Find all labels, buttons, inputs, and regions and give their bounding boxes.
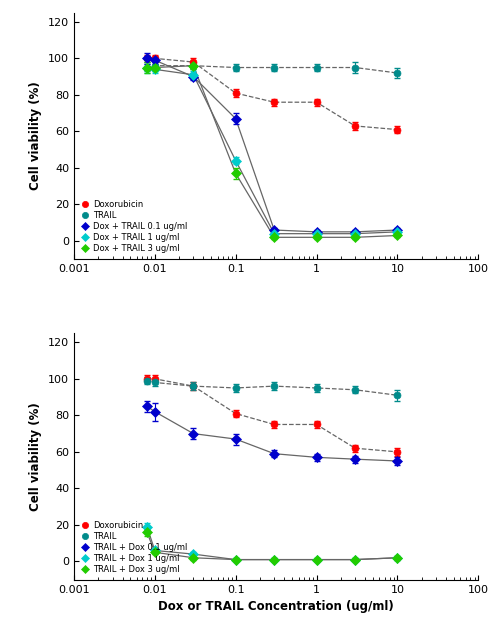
TRAIL: [144, 377, 150, 385]
TRAIL + Dox 0.1 ug/ml: [394, 457, 400, 465]
Dox + TRAIL 0.1 ug/ml: [352, 228, 358, 236]
TRAIL + Dox 0.1 ug/ml: [271, 450, 277, 457]
Y-axis label: Cell viability (%): Cell viability (%): [30, 82, 42, 190]
Line: Doxorubicin: Doxorubicin: [143, 375, 401, 455]
Dox + TRAIL 1 ug/ml: [190, 71, 196, 78]
Dox + TRAIL 0.1 ug/ml: [190, 73, 196, 80]
Dox + TRAIL 1 ug/ml: [233, 157, 239, 164]
Line: TRAIL + Dox 0.1 ug/ml: TRAIL + Dox 0.1 ug/ml: [143, 403, 401, 464]
Line: TRAIL + Dox 3 ug/ml: TRAIL + Dox 3 ug/ml: [143, 529, 401, 563]
Y-axis label: Cell viability (%): Cell viability (%): [30, 402, 42, 511]
TRAIL: [352, 64, 358, 71]
Doxorubicin: [314, 98, 319, 106]
Dox + TRAIL 3 ug/ml: [271, 234, 277, 241]
TRAIL + Dox 3 ug/ml: [352, 555, 358, 563]
TRAIL + Dox 3 ug/ml: [190, 554, 196, 562]
TRAIL + Dox 0.1 ug/ml: [233, 435, 239, 443]
TRAIL + Dox 0.1 ug/ml: [144, 403, 150, 410]
TRAIL: [271, 382, 277, 390]
Legend: Doxorubicin, TRAIL, Dox + TRAIL 0.1 ug/ml, Dox + TRAIL 1 ug/ml, Dox + TRAIL 3 ug: Doxorubicin, TRAIL, Dox + TRAIL 0.1 ug/m…: [78, 198, 189, 255]
Dox + TRAIL 3 ug/ml: [190, 62, 196, 69]
TRAIL: [394, 391, 400, 399]
Doxorubicin: [152, 375, 158, 383]
Dox + TRAIL 0.1 ug/ml: [152, 57, 158, 64]
Dox + TRAIL 1 ug/ml: [152, 66, 158, 73]
Doxorubicin: [352, 445, 358, 452]
TRAIL: [190, 382, 196, 390]
TRAIL: [152, 378, 158, 386]
Dox + TRAIL 3 ug/ml: [144, 64, 150, 71]
Doxorubicin: [271, 420, 277, 428]
TRAIL: [271, 64, 277, 71]
TRAIL + Dox 0.1 ug/ml: [152, 408, 158, 415]
TRAIL: [233, 384, 239, 392]
Line: Dox + TRAIL 1 ug/ml: Dox + TRAIL 1 ug/ml: [143, 64, 401, 237]
Dox + TRAIL 0.1 ug/ml: [144, 55, 150, 62]
Doxorubicin: [233, 89, 239, 97]
TRAIL + Dox 3 ug/ml: [394, 554, 400, 562]
TRAIL + Dox 3 ug/ml: [314, 555, 319, 563]
Dox + TRAIL 1 ug/ml: [144, 64, 150, 71]
Doxorubicin: [144, 55, 150, 62]
TRAIL: [152, 62, 158, 69]
Dox + TRAIL 3 ug/ml: [233, 169, 239, 177]
TRAIL + Dox 0.1 ug/ml: [314, 454, 319, 461]
Dox + TRAIL 3 ug/ml: [314, 234, 319, 241]
TRAIL: [352, 386, 358, 394]
Dox + TRAIL 1 ug/ml: [352, 230, 358, 238]
TRAIL + Dox 0.1 ug/ml: [352, 455, 358, 463]
Dox + TRAIL 0.1 ug/ml: [394, 226, 400, 234]
TRAIL: [394, 69, 400, 77]
TRAIL + Dox 3 ug/ml: [144, 528, 150, 536]
Dox + TRAIL 3 ug/ml: [352, 234, 358, 241]
Line: Doxorubicin: Doxorubicin: [143, 55, 401, 133]
Doxorubicin: [190, 382, 196, 390]
TRAIL: [190, 62, 196, 69]
Legend: Doxorubicin, TRAIL, TRAIL + Dox 0.1 ug/ml, TRAIL + Dox 1 ug/ml, TRAIL + Dox 3 ug: Doxorubicin, TRAIL, TRAIL + Dox 0.1 ug/m…: [78, 519, 189, 575]
TRAIL + Dox 0.1 ug/ml: [190, 430, 196, 438]
Doxorubicin: [233, 410, 239, 417]
Dox + TRAIL 3 ug/ml: [394, 232, 400, 240]
Doxorubicin: [190, 58, 196, 66]
Dox + TRAIL 3 ug/ml: [152, 64, 158, 71]
TRAIL + Dox 1 ug/ml: [314, 555, 319, 563]
X-axis label: Dox or TRAIL Concentration (ug/ml): Dox or TRAIL Concentration (ug/ml): [158, 600, 394, 613]
TRAIL: [314, 64, 319, 71]
Line: TRAIL: TRAIL: [143, 62, 401, 76]
Line: Dox + TRAIL 3 ug/ml: Dox + TRAIL 3 ug/ml: [143, 62, 401, 241]
TRAIL + Dox 1 ug/ml: [394, 554, 400, 562]
Doxorubicin: [394, 125, 400, 133]
TRAIL + Dox 3 ug/ml: [152, 548, 158, 556]
Dox + TRAIL 0.1 ug/ml: [271, 226, 277, 234]
TRAIL + Dox 1 ug/ml: [352, 555, 358, 563]
Line: TRAIL + Dox 1 ug/ml: TRAIL + Dox 1 ug/ml: [143, 523, 401, 563]
TRAIL + Dox 1 ug/ml: [190, 550, 196, 558]
Doxorubicin: [271, 98, 277, 106]
TRAIL: [314, 384, 319, 392]
Dox + TRAIL 0.1 ug/ml: [314, 228, 319, 236]
TRAIL: [233, 64, 239, 71]
Line: TRAIL: TRAIL: [143, 377, 401, 399]
Doxorubicin: [152, 55, 158, 62]
Line: Dox + TRAIL 0.1 ug/ml: Dox + TRAIL 0.1 ug/ml: [143, 55, 401, 235]
TRAIL + Dox 1 ug/ml: [233, 555, 239, 563]
Doxorubicin: [144, 375, 150, 383]
TRAIL + Dox 3 ug/ml: [233, 555, 239, 563]
Dox + TRAIL 1 ug/ml: [394, 228, 400, 236]
TRAIL + Dox 1 ug/ml: [271, 555, 277, 563]
Doxorubicin: [314, 420, 319, 428]
Dox + TRAIL 1 ug/ml: [271, 230, 277, 238]
Doxorubicin: [352, 122, 358, 130]
TRAIL + Dox 3 ug/ml: [271, 555, 277, 563]
Dox + TRAIL 0.1 ug/ml: [233, 115, 239, 122]
TRAIL + Dox 1 ug/ml: [152, 547, 158, 554]
TRAIL + Dox 1 ug/ml: [144, 523, 150, 531]
Dox + TRAIL 1 ug/ml: [314, 230, 319, 238]
Doxorubicin: [394, 448, 400, 455]
TRAIL: [144, 64, 150, 71]
